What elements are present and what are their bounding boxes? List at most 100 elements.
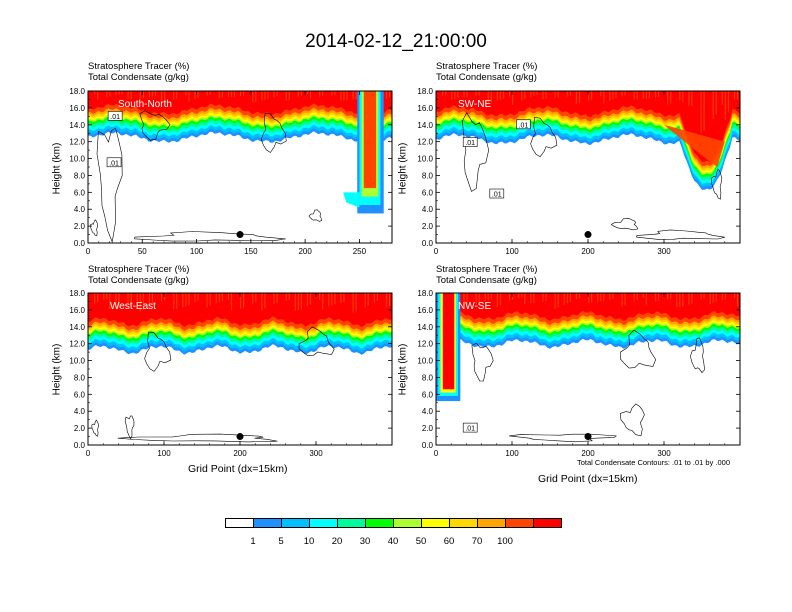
plot-area: .01 .01 South-North 0.0 2.0 4.0 6.0 8.0 10.0 12.0… — [69, 87, 393, 256]
colorbar-swatch — [225, 518, 254, 528]
y-tick-label: 0.0 — [74, 239, 86, 248]
plot-area: .01 NW-SE 0.0 2.0 4.0 6.0 8.0 10.0 12.0 14.0 16.0 1… — [417, 289, 741, 458]
panel-label-line2: Total Condensate (g/kg) — [88, 275, 189, 286]
x-tick-label: 50 — [138, 247, 147, 256]
contour-label-box — [516, 119, 531, 130]
y-tick-label: 6.0 — [74, 188, 86, 197]
y-tick-label: 4.0 — [74, 407, 86, 416]
x-tick-label: 0 — [434, 449, 439, 458]
y-tick-label: 16.0 — [417, 306, 433, 315]
panel-name: South-North — [118, 99, 172, 110]
colorbar-label: 5 — [278, 536, 284, 547]
y-tick-label: 6.0 — [422, 390, 434, 399]
panel-label-line1: Stratosphere Tracer (%) — [88, 264, 190, 275]
contour-label: .01 — [492, 192, 502, 199]
x-tick-label: 0 — [86, 449, 91, 458]
figure-title: 2014-02-12_21:00:00 — [305, 31, 487, 52]
x-tick-label: 100 — [157, 449, 171, 458]
plot-area: .01 .01 .01 SW-NE 0.0 2.0 4.0 6.0 8.0 10.0 12.0 14.… — [417, 87, 741, 256]
plot-area: West-East 0.0 2.0 4.0 6.0 8.0 10.0 12.0 14.0 16.0… — [69, 289, 393, 458]
contour-label: .01 — [465, 426, 475, 433]
y-tick-label: 12.0 — [69, 340, 85, 349]
colorbar-swatch — [365, 518, 394, 528]
panel-name: SW-NE — [458, 99, 491, 110]
contour-label-box — [489, 188, 505, 199]
panel-label-line1: Stratosphere Tracer (%) — [436, 264, 538, 275]
panel-label-line2: Total Condensate (g/kg) — [88, 72, 189, 83]
colorbar-swatch — [449, 518, 478, 528]
contour-label-box — [462, 137, 478, 147]
y-tick-label: 18.0 — [417, 289, 433, 298]
contour-label: .01 — [109, 160, 119, 167]
y-tick-label: 10.0 — [69, 357, 85, 366]
colorbar-swatch — [505, 518, 534, 528]
x-tick-label: 300 — [657, 247, 671, 256]
x-tick-label: 200 — [581, 449, 595, 458]
y-tick-label: 12.0 — [417, 138, 433, 147]
x-tick-label: 150 — [244, 247, 258, 256]
colorbar-label: 10 — [303, 536, 315, 547]
x-tick-label: 100 — [505, 247, 519, 256]
y-tick-label: 6.0 — [74, 390, 86, 399]
colorbar-label: 50 — [415, 536, 427, 547]
y-tick-label: 16.0 — [69, 306, 85, 315]
colorbar-swatch — [393, 518, 422, 528]
y-tick-label: 14.0 — [417, 323, 433, 332]
x-tick-label: 200 — [298, 247, 312, 256]
panel-name: NW-SE — [458, 301, 491, 312]
panel-label-line2: Total Condensate (g/kg) — [436, 72, 537, 83]
panel-label-line2: Total Condensate (g/kg) — [436, 275, 537, 286]
colorbar-label: 100 — [497, 536, 513, 547]
y-tick-label: 16.0 — [69, 104, 85, 113]
location-marker — [236, 231, 244, 239]
x-tick-label: 100 — [190, 247, 204, 256]
contour-label: .01 — [519, 122, 529, 129]
x-tick-label: 100 — [505, 449, 519, 458]
y-tick-label: 2.0 — [74, 222, 86, 231]
x-tick-label: 200 — [233, 449, 247, 458]
y-tick-label: 18.0 — [417, 87, 433, 96]
y-tick-label: 8.0 — [422, 171, 434, 180]
y-tick-label: 18.0 — [69, 87, 85, 96]
y-tick-label: 16.0 — [417, 104, 433, 113]
y-tick-label: 10.0 — [417, 357, 433, 366]
y-tick-label: 14.0 — [69, 121, 85, 130]
y-tick-label: 14.0 — [417, 121, 433, 130]
panel-label-line1: Stratosphere Tracer (%) — [436, 61, 538, 72]
colorbar-swatch — [281, 518, 310, 528]
tracer-field — [436, 293, 740, 445]
x-tick-label: 0 — [434, 247, 439, 256]
contour-note: Total Condensate Contours: .01 to .01 by… — [577, 458, 731, 467]
contour-label-box — [462, 422, 478, 433]
contour-label-box — [107, 111, 123, 121]
y-tick-label: 0.0 — [422, 239, 434, 248]
y-tick-label: 2.0 — [422, 222, 434, 231]
y-tick-label: 0.0 — [422, 441, 434, 450]
y-tick-label: 8.0 — [74, 373, 86, 382]
panel-name: West-East — [110, 301, 156, 312]
x-tick-label: 300 — [309, 449, 323, 458]
panel-label-line1: Stratosphere Tracer (%) — [88, 61, 190, 72]
x-tick-label: 300 — [657, 449, 671, 458]
colorbar-label: 30 — [359, 536, 371, 547]
y-tick-label: 8.0 — [74, 171, 86, 180]
y-tick-label: 2.0 — [422, 424, 434, 433]
y-tick-label: 18.0 — [69, 289, 85, 298]
colorbar-label: 40 — [387, 536, 399, 547]
y-tick-label: 8.0 — [422, 373, 434, 382]
contour-label: .01 — [465, 140, 475, 147]
colorbar-swatch — [337, 518, 366, 528]
colorbar-label: 20 — [331, 536, 343, 547]
tracer-field — [88, 91, 392, 243]
y-tick-label: 12.0 — [417, 340, 433, 349]
tracer-field — [88, 293, 392, 445]
colorbar-swatch — [309, 518, 338, 528]
location-marker — [584, 231, 592, 239]
contour-label-box — [106, 157, 122, 168]
colorbar-swatch — [533, 518, 562, 528]
y-tick-label: 2.0 — [74, 424, 86, 433]
y-tick-label: 4.0 — [422, 407, 434, 416]
colorbar-label: 70 — [471, 536, 483, 547]
x-axis-title: Grid Point (dx=15km) — [188, 463, 288, 475]
